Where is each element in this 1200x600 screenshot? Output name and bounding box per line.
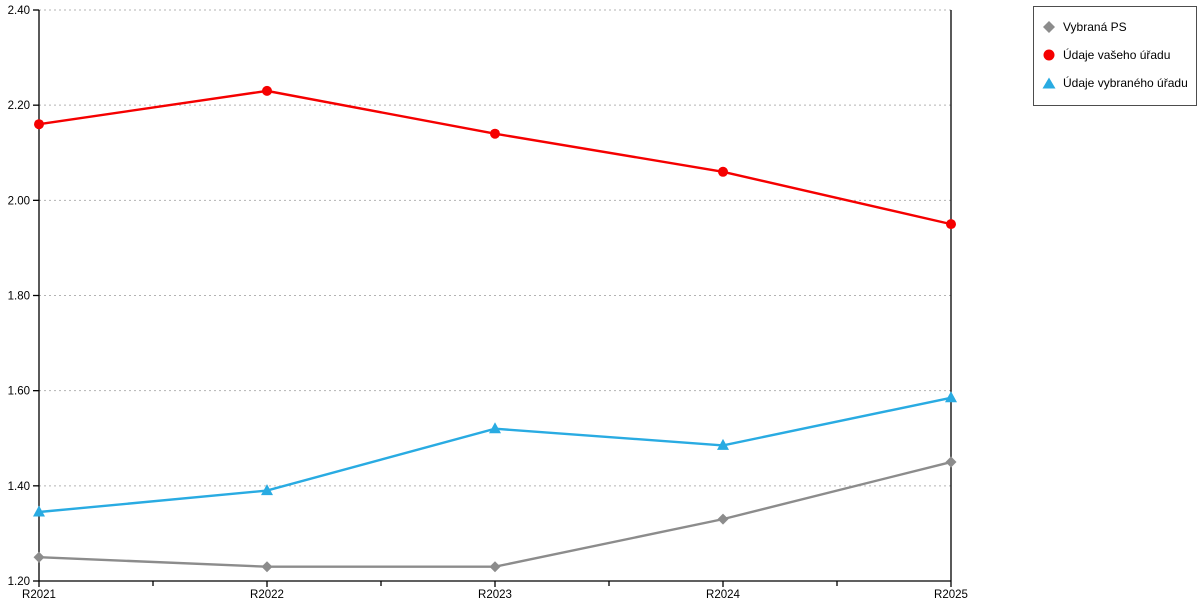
- diamond-icon: [1042, 20, 1056, 34]
- y-axis-tick-label: 2.20: [8, 100, 30, 112]
- y-axis-tick-label: 1.20: [8, 576, 30, 588]
- data-point-triangle: [33, 505, 45, 517]
- data-point-circle: [946, 219, 956, 230]
- x-axis-tick-label: R2022: [250, 589, 284, 600]
- legend-item-vybrana-ps: Vybraná PS: [1042, 13, 1190, 41]
- data-point-diamond: [489, 561, 501, 573]
- chart-legend: Vybraná PS Údaje vašeho úřadu Údaje vybr…: [1033, 6, 1197, 106]
- x-axis-tick-label: R2021: [22, 589, 56, 600]
- data-point-circle: [262, 85, 272, 96]
- y-axis-tick-label: 1.40: [8, 481, 30, 493]
- legend-item-udaje-vaseho-uradu: Údaje vašeho úřadu: [1042, 41, 1190, 69]
- data-point-diamond: [717, 513, 729, 525]
- line-chart-svg: 1.20 1.40 1.60 1.80 2.00 2.20 2.40 R2021 R2022 R2…: [8, 5, 968, 600]
- data-point-circle: [718, 166, 728, 177]
- x-axis-tick-label: R2025: [934, 589, 968, 600]
- circle-icon: [1042, 48, 1056, 62]
- y-axis-tick-label: 2.40: [8, 5, 30, 17]
- series-line-0: [38, 460, 952, 568]
- y-axis-tick-label: 1.80: [8, 291, 30, 303]
- data-point-triangle: [945, 391, 957, 403]
- data-point-circle: [34, 119, 44, 130]
- legend-item-udaje-vybraneho-uradu: Údaje vybraného úřadu: [1042, 69, 1190, 97]
- data-point-triangle: [489, 422, 501, 434]
- triangle-icon: [1042, 76, 1056, 90]
- series-line-2: [38, 396, 952, 514]
- legend-label: Vybraná PS: [1063, 20, 1127, 34]
- y-axis-tick-label: 2.00: [8, 195, 30, 207]
- data-point-triangle: [717, 438, 729, 450]
- legend-label: Údaje vybraného úřadu: [1063, 76, 1188, 90]
- data-point-diamond: [33, 551, 45, 563]
- series-line-1: [38, 89, 952, 226]
- data-point-diamond: [261, 561, 273, 573]
- x-axis-tick-label: R2024: [706, 589, 740, 600]
- legend-label: Údaje vašeho úřadu: [1063, 48, 1171, 62]
- data-point-triangle: [261, 484, 273, 496]
- x-axis-tick-label: R2023: [478, 589, 512, 600]
- data-point-diamond: [945, 456, 957, 468]
- y-axis-tick-label: 1.60: [8, 386, 30, 398]
- data-point-circle: [490, 128, 500, 139]
